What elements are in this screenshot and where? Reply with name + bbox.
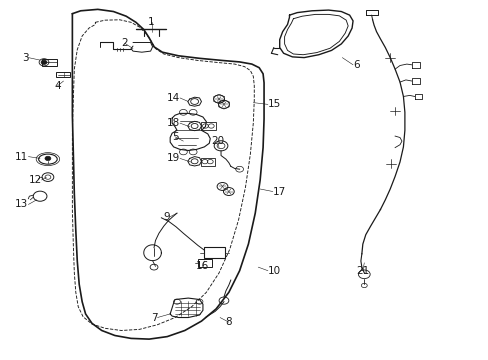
Circle shape	[45, 156, 51, 161]
Text: 9: 9	[163, 212, 170, 222]
Text: 4: 4	[54, 81, 61, 91]
Text: 20: 20	[211, 136, 224, 146]
Text: 8: 8	[225, 317, 232, 327]
Text: 2: 2	[121, 38, 128, 48]
Bar	[198, 259, 211, 267]
Bar	[201, 122, 216, 130]
Text: 19: 19	[166, 153, 180, 163]
Text: 16: 16	[196, 261, 209, 271]
Text: 21: 21	[355, 266, 369, 276]
Text: 3: 3	[21, 53, 28, 63]
Bar	[41, 59, 57, 66]
Bar	[56, 72, 70, 77]
Text: 17: 17	[272, 186, 285, 197]
Text: 18: 18	[166, 118, 180, 128]
Bar	[204, 247, 224, 258]
Text: 13: 13	[15, 199, 28, 210]
Text: 11: 11	[15, 152, 28, 162]
Text: 14: 14	[166, 93, 180, 103]
Bar	[201, 158, 215, 166]
Text: 1: 1	[148, 17, 155, 27]
Text: 15: 15	[267, 99, 281, 109]
Text: 5: 5	[171, 132, 178, 142]
Text: 12: 12	[28, 175, 41, 185]
Circle shape	[41, 60, 47, 64]
Text: 10: 10	[267, 266, 281, 276]
Text: 6: 6	[352, 60, 359, 70]
Text: 7: 7	[150, 312, 157, 323]
